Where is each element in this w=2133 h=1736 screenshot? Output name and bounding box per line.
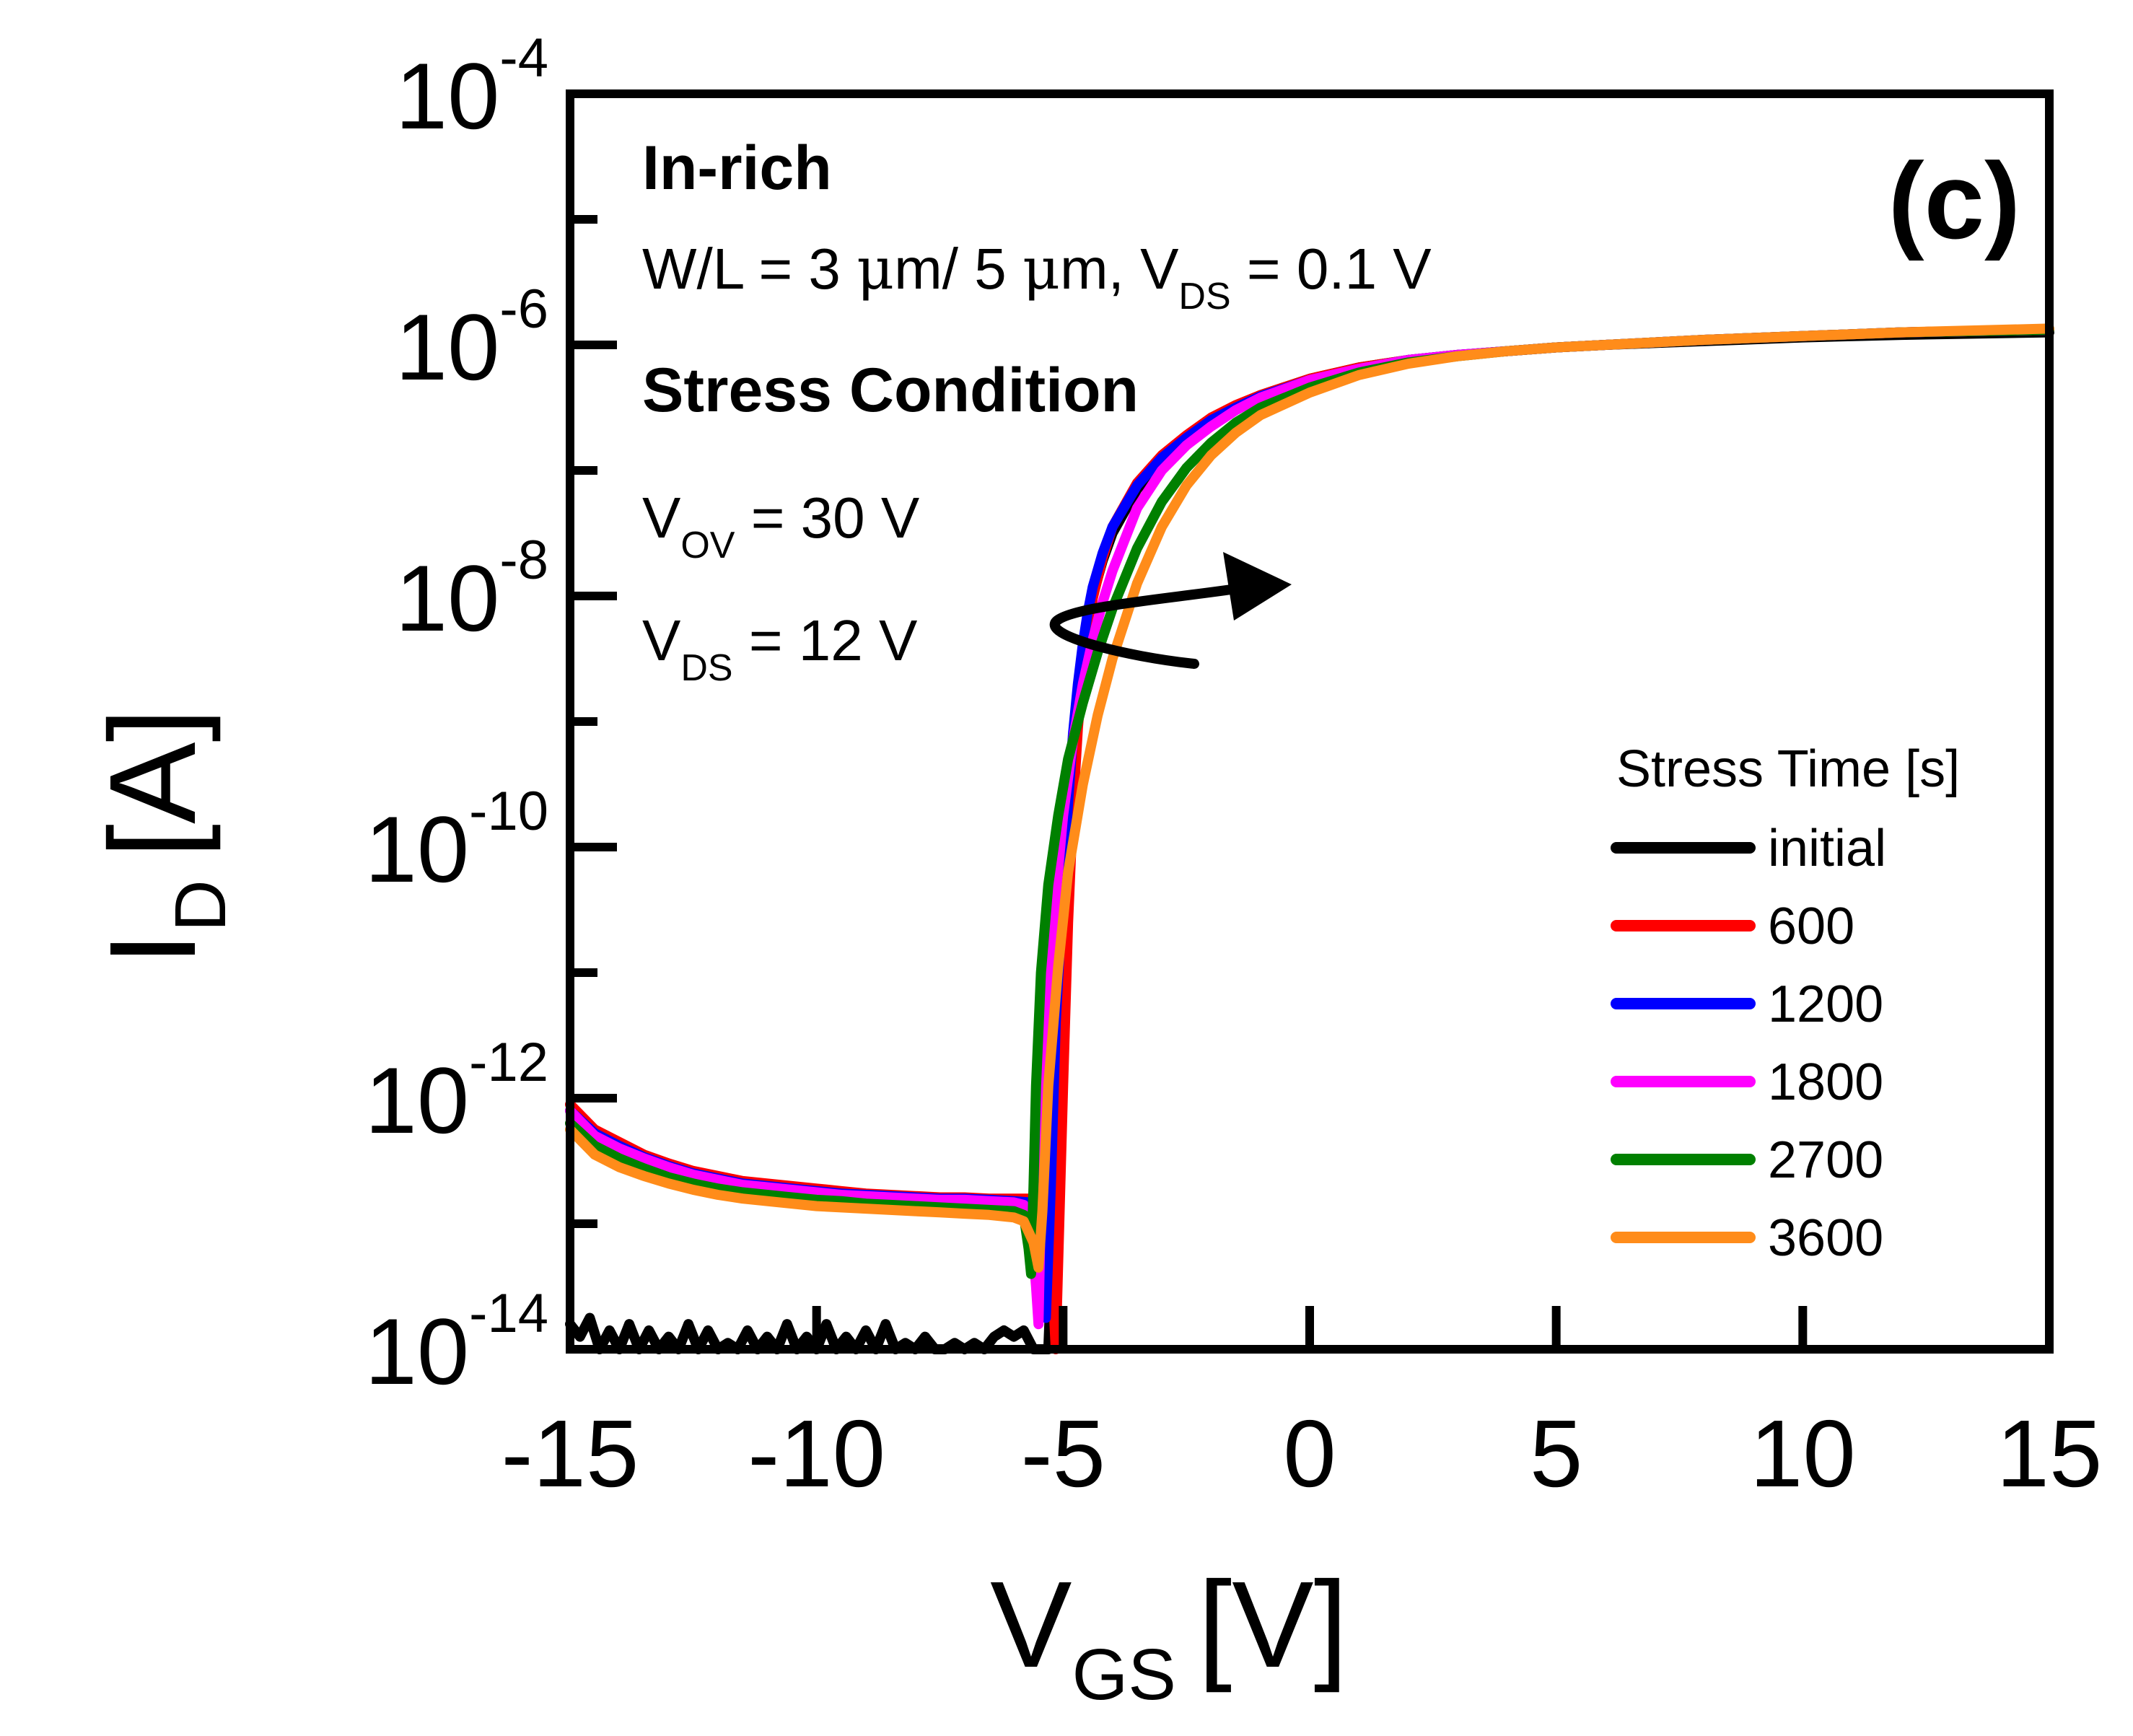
annotation-geometry: W/L = 3 μm/ 5 μm, VDS = 0.1 V xyxy=(642,235,1432,317)
y-tick-label: 10-4 xyxy=(395,27,548,149)
annotation-vov: VOV = 30 V xyxy=(642,486,920,566)
annotation-material: In-rich xyxy=(642,133,832,203)
x-tick-label: -15 xyxy=(502,1400,639,1507)
svg-text:ID[A]: ID [A] xyxy=(84,708,241,965)
legend-items: initial 600 1200 1800 2700 3600 xyxy=(1611,820,1886,1267)
y-axis-title-unit: [A] xyxy=(84,708,222,858)
mu-symbol: μ xyxy=(857,235,894,302)
y-tick-label: 10-14 xyxy=(365,1283,548,1404)
y-axis-title-sub: D xyxy=(160,880,241,931)
series-layer xyxy=(565,323,2054,1354)
x-tick-label: 15 xyxy=(1997,1400,2103,1507)
y-tick-label: 10-6 xyxy=(395,279,548,400)
legend-label: initial xyxy=(1768,820,1886,877)
legend-label: 3600 xyxy=(1768,1209,1883,1267)
x-tick-label: 10 xyxy=(1750,1400,1856,1507)
x-tick-label: -5 xyxy=(1021,1400,1105,1507)
panel-label: (c) xyxy=(1888,140,2020,261)
y-axis-title: ID [A] xyxy=(84,708,241,965)
x-axis-title-main: V xyxy=(990,1556,1072,1693)
legend: Stress Time [s] initial 600 1200 1800 2700 36… xyxy=(1611,740,1960,1267)
x-axis-title: VGS [V] xyxy=(990,1556,1348,1715)
tick-layer: -15 -10 -5 0 5 10 15 10-14 10-12 10-10 10-8 10-6 10-… xyxy=(365,27,2103,1507)
x-axis-title-sub: GS xyxy=(1072,1634,1176,1715)
annotation-vds: VDS = 12 V xyxy=(642,608,918,689)
y-tick-label: 10-8 xyxy=(395,530,548,651)
shift-arrow-curve xyxy=(1049,583,1246,669)
legend-label: 1800 xyxy=(1768,1053,1883,1111)
x-axis-title-unit: [V] xyxy=(1198,1556,1348,1693)
legend-label: 1200 xyxy=(1768,976,1883,1033)
y-axis-title-main: I xyxy=(84,931,222,965)
x-tick-label: 0 xyxy=(1283,1400,1336,1507)
mu-symbol: μ xyxy=(1022,235,1060,302)
shift-arrow xyxy=(1049,552,1292,669)
annotation-stress-title: Stress Condition xyxy=(642,356,1139,425)
series-line-3600 xyxy=(565,323,2054,1273)
y-tick-label: 10-10 xyxy=(365,781,548,902)
shift-arrow-head xyxy=(1223,552,1292,621)
x-tick-label: -10 xyxy=(748,1400,885,1507)
legend-label: 600 xyxy=(1768,898,1854,955)
y-tick-label: 10-12 xyxy=(365,1032,548,1153)
legend-label: 2700 xyxy=(1768,1131,1883,1189)
legend-title: Stress Time [s] xyxy=(1616,740,1960,798)
x-tick-label: 5 xyxy=(1530,1400,1582,1507)
